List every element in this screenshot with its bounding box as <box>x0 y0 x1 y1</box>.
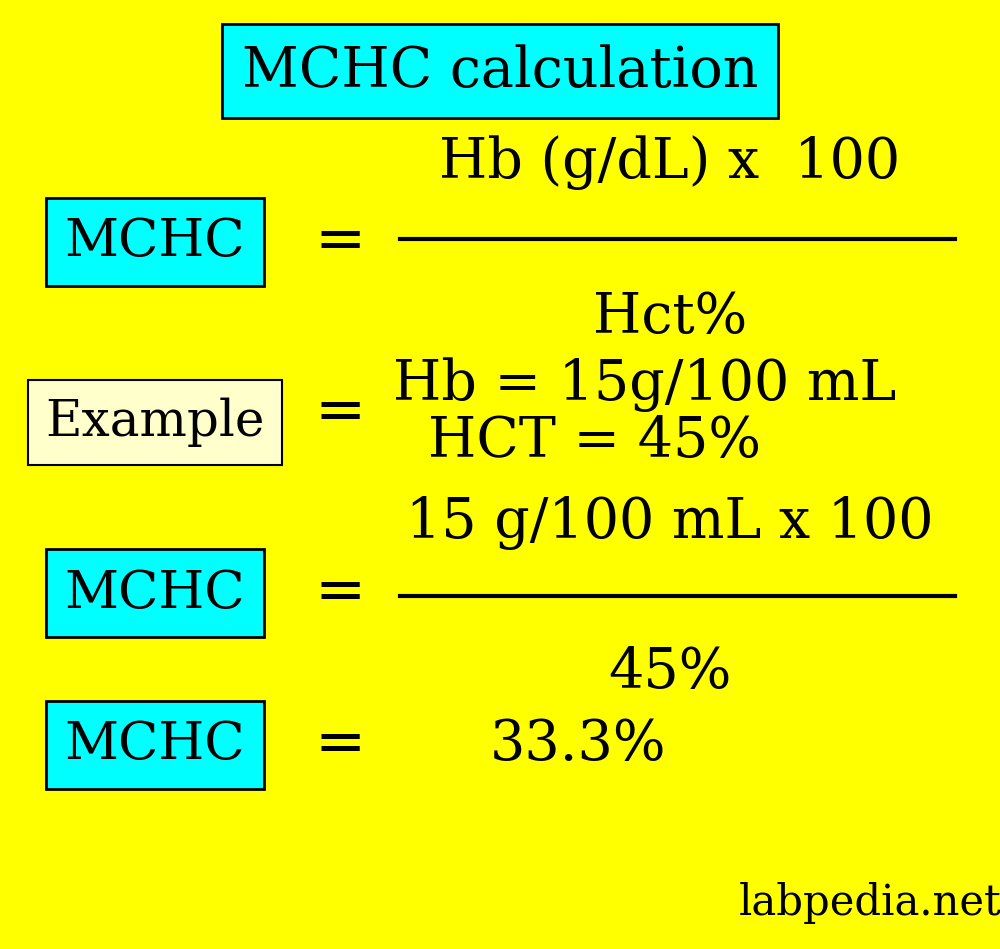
Text: Example: Example <box>45 398 265 447</box>
Text: HCT = 45%: HCT = 45% <box>428 414 762 469</box>
Text: MCHC: MCHC <box>65 568 245 619</box>
Text: =: = <box>314 715 366 775</box>
Text: MCHC: MCHC <box>65 216 245 268</box>
Text: MCHC calculation: MCHC calculation <box>242 44 758 99</box>
Text: 15 g/100 mL x 100: 15 g/100 mL x 100 <box>406 495 934 550</box>
Text: 45%: 45% <box>608 645 732 700</box>
Text: Hb (g/dL) x  100: Hb (g/dL) x 100 <box>439 135 901 190</box>
Text: =: = <box>314 382 366 443</box>
Text: Hb = 15g/100 mL: Hb = 15g/100 mL <box>393 357 897 412</box>
Text: =: = <box>314 563 366 623</box>
Text: MCHC: MCHC <box>65 719 245 771</box>
Text: labpedia.net: labpedia.net <box>739 883 1000 924</box>
Text: 33.3%: 33.3% <box>490 717 667 772</box>
Text: Hct%: Hct% <box>593 290 747 345</box>
Text: =: = <box>314 212 366 272</box>
